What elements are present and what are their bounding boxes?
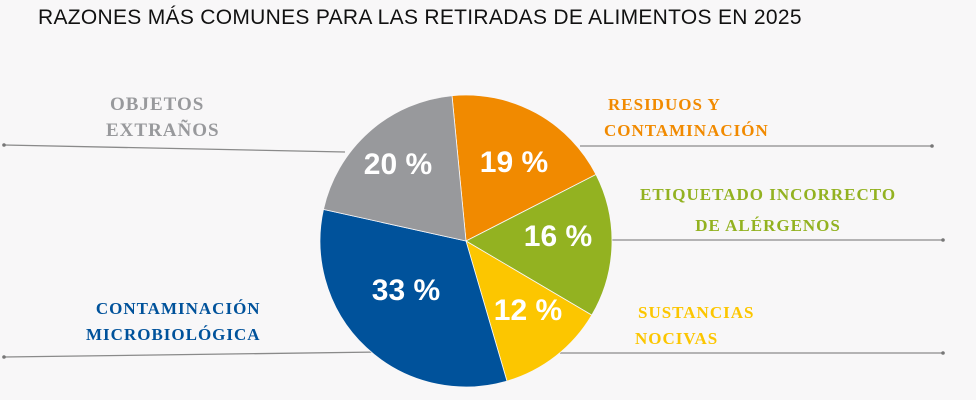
- label-objetos: OBJETOS EXTRAÑOS: [106, 92, 220, 144]
- leader-line-microbiologica: [3, 351, 381, 358]
- label-line: SUSTANCIAS: [638, 303, 755, 322]
- label-microbiologica: CONTAMINACIÓN MICROBIOLÓGICA: [86, 296, 261, 348]
- slice-value-label: 12 %: [494, 294, 562, 327]
- leader-dot: [2, 143, 6, 147]
- label-line: OBJETOS: [110, 94, 205, 115]
- pie-slice: [322, 95, 467, 242]
- pie-slice: [451, 94, 597, 242]
- label-line: MICROBIOLÓGICA: [86, 325, 261, 344]
- slice-value-label: 33 %: [372, 274, 440, 307]
- slice-value-label: 16 %: [524, 220, 592, 253]
- pie-slice: [465, 240, 593, 382]
- slice-value-label: 20 %: [364, 148, 432, 181]
- label-line: CONTAMINACIÓN: [95, 299, 261, 318]
- label-residuos: RESIDUOS Y CONTAMINACIÓN: [604, 92, 769, 144]
- pie-slice: [465, 173, 613, 316]
- label-line: NOCIVAS: [635, 329, 719, 348]
- leader-dot: [2, 355, 6, 359]
- label-line: DE ALÉRGENOS: [695, 216, 841, 235]
- leader-dot: [930, 144, 934, 148]
- leader-dot: [941, 238, 945, 242]
- label-line: CONTAMINACIÓN: [604, 121, 769, 140]
- label-sustancias: SUSTANCIAS NOCIVAS: [635, 300, 755, 352]
- leader-dot: [941, 351, 945, 355]
- slice-value-label: 19 %: [480, 146, 548, 179]
- leader-line-objetos: [3, 144, 346, 153]
- label-etiquetado: ETIQUETADO INCORRECTO DE ALÉRGENOS: [640, 182, 896, 239]
- label-line: EXTRAÑOS: [106, 120, 220, 141]
- pie-slice: [319, 208, 508, 388]
- label-line: ETIQUETADO INCORRECTO: [640, 185, 897, 204]
- label-line: RESIDUOS Y: [608, 95, 721, 114]
- chart-title: RAZONES MÁS COMUNES PARA LAS RETIRADAS D…: [38, 6, 802, 29]
